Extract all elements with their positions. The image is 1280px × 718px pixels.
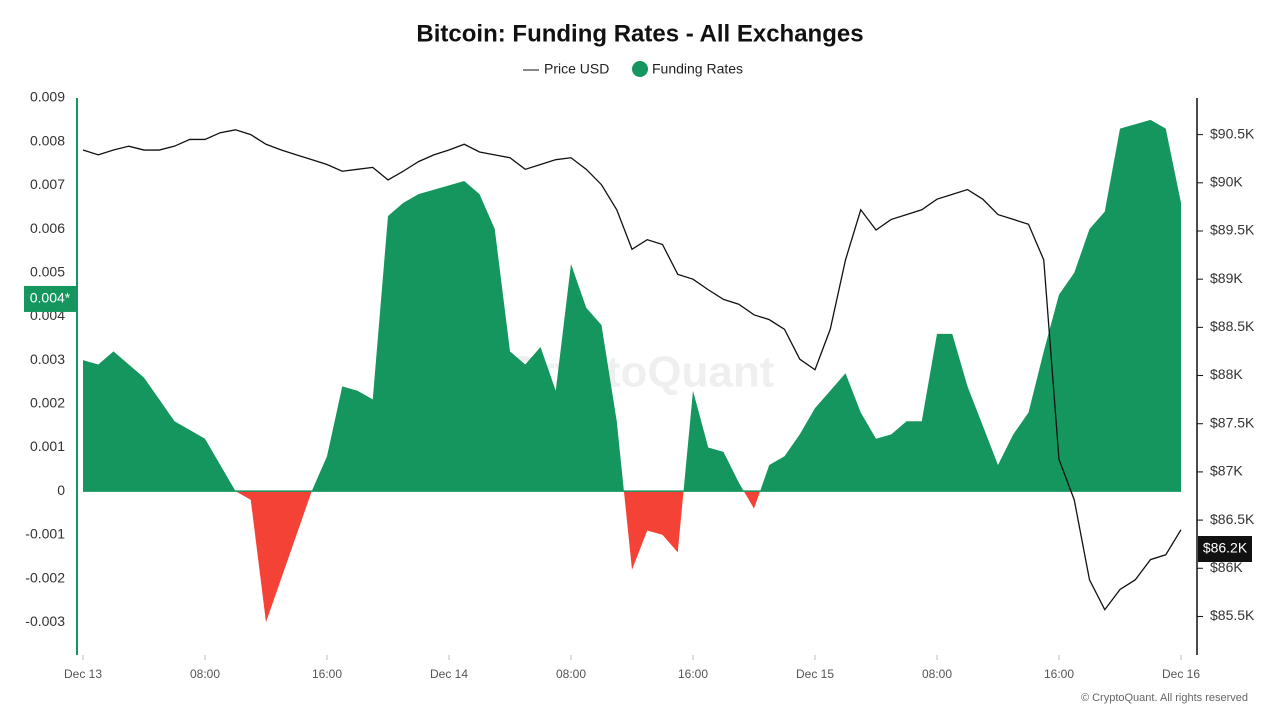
price-line (82, 129, 1182, 611)
current-funding-box (24, 285, 77, 312)
current-price-label: $86.2K (1203, 540, 1248, 556)
x-tick-label: Dec 14 (430, 667, 468, 681)
y-tick-label: -0.002 (25, 569, 65, 585)
y-tick-label: 0.002 (30, 395, 65, 411)
x-tick-label: 08:00 (190, 667, 220, 681)
legend-label: Price USD (544, 61, 609, 77)
y-tick-label: 0.005 (30, 263, 65, 279)
y2-tick-label: $85.5K (1210, 607, 1255, 623)
y2-tick-label: $87.5K (1210, 414, 1255, 430)
y2-tick-label: $86.5K (1210, 511, 1255, 527)
x-tick-label: 16:00 (678, 667, 708, 681)
y2-tick-label: $88.5K (1210, 318, 1255, 334)
funding-area-positive (83, 119, 1181, 492)
y2-tick-label: $89.5K (1210, 222, 1255, 238)
y2-tick-label: $90K (1210, 174, 1243, 190)
legend-label: Funding Rates (652, 61, 743, 77)
y2-tick-label: $86K (1210, 559, 1243, 575)
current-price-box (1198, 535, 1252, 562)
y2-tick-label: $88K (1210, 366, 1243, 382)
legend-dot (632, 61, 648, 77)
x-tick-label: 08:00 (556, 667, 586, 681)
x-tick-label: Dec 13 (64, 667, 102, 681)
x-tick-label: 08:00 (922, 667, 952, 681)
x-tick-label: 16:00 (1044, 667, 1074, 681)
footer: © CryptoQuant. All rights reserved (1081, 692, 1248, 704)
y2-tick-label: $89K (1210, 270, 1243, 286)
current-funding-label: 0.004* (30, 290, 71, 306)
y-tick-label: -0.003 (25, 613, 65, 629)
x-tick-label: Dec 15 (796, 667, 834, 681)
funding-area-negative (235, 491, 761, 623)
y-tick-label: 0.009 (30, 89, 65, 105)
y-tick-label: 0.006 (30, 220, 65, 236)
y-tick-label: 0.001 (30, 438, 65, 454)
y-tick-label: 0.008 (30, 132, 65, 148)
y2-tick-label: $90.5K (1210, 125, 1255, 141)
x-tick-label: 16:00 (312, 667, 342, 681)
y-tick-label: 0 (57, 482, 65, 498)
y-tick-label: -0.001 (25, 526, 65, 542)
x-tick-label: Dec 16 (1162, 667, 1200, 681)
y-tick-label: 0.003 (30, 351, 65, 367)
y-tick-label: 0.007 (30, 176, 65, 192)
chart-title: Bitcoin: Funding Rates - All Exchanges (416, 20, 863, 47)
y2-tick-label: $87K (1210, 463, 1243, 479)
